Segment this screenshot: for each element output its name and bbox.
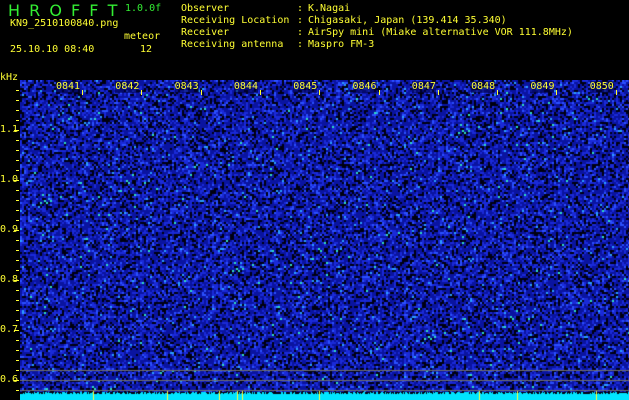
x-tick-label: 0842 bbox=[115, 81, 140, 93]
x-tick bbox=[319, 90, 321, 95]
x-tick-label: 0847 bbox=[411, 81, 436, 93]
version: 1.0.0f bbox=[125, 3, 162, 14]
x-tick-label: 0846 bbox=[352, 81, 377, 93]
spectrogram bbox=[20, 80, 629, 400]
y-minor-tick bbox=[16, 100, 19, 101]
x-tick bbox=[556, 90, 558, 95]
y-tick-label: 1.1 bbox=[0, 124, 19, 135]
y-tick-label: 0.7 bbox=[0, 324, 19, 335]
x-tick bbox=[141, 90, 143, 95]
info-value: Maspro FM-3 bbox=[308, 39, 375, 50]
x-tick-label: 0844 bbox=[233, 81, 258, 93]
x-tick bbox=[378, 90, 380, 95]
x-tick bbox=[437, 90, 439, 95]
y-minor-tick bbox=[16, 90, 19, 91]
y-minor-tick bbox=[16, 300, 19, 301]
y-minor-tick bbox=[16, 160, 19, 161]
info-sep: : bbox=[297, 39, 304, 50]
y-tick bbox=[14, 280, 19, 281]
y-minor-tick bbox=[16, 110, 19, 111]
y-tick bbox=[14, 380, 19, 381]
x-tick-label: 0841 bbox=[56, 81, 81, 93]
x-tick bbox=[259, 90, 261, 95]
y-minor-tick bbox=[16, 370, 19, 371]
x-tick bbox=[497, 90, 499, 95]
x-tick-label: 0848 bbox=[471, 81, 496, 93]
y-tick-label: 0.8 bbox=[0, 274, 19, 285]
count-value: 12 bbox=[140, 44, 153, 55]
y-tick bbox=[14, 130, 19, 131]
y-minor-tick bbox=[16, 350, 19, 351]
y-tick bbox=[14, 330, 19, 331]
y-minor-tick bbox=[16, 390, 19, 391]
x-tick-label: 0849 bbox=[530, 81, 555, 93]
x-tick bbox=[615, 90, 617, 95]
y-minor-tick bbox=[16, 190, 19, 191]
y-unit: kHz bbox=[0, 72, 19, 83]
y-minor-tick bbox=[16, 320, 19, 321]
info-label: Observer bbox=[181, 3, 230, 14]
y-minor-tick bbox=[16, 120, 19, 121]
info-sep: : bbox=[297, 27, 304, 38]
filename: KN9_2510100840.png bbox=[10, 18, 119, 29]
x-tick bbox=[82, 90, 83, 95]
count-label: meteor bbox=[124, 31, 161, 42]
info-value: Chigasaki, Japan (139.414 35.340) bbox=[308, 15, 507, 26]
y-minor-tick bbox=[16, 210, 19, 211]
app-logo: H R O F F T bbox=[8, 1, 120, 20]
x-tick-label: 0845 bbox=[293, 81, 318, 93]
y-minor-tick bbox=[16, 340, 19, 341]
y-minor-tick bbox=[16, 150, 19, 151]
info-label: Receiver bbox=[181, 27, 230, 38]
info-label: Receiving antenna bbox=[181, 39, 284, 50]
y-minor-tick bbox=[16, 360, 19, 361]
y-tick-label: 0.6 bbox=[0, 374, 19, 385]
info-label: Receiving Location bbox=[181, 15, 290, 26]
x-tick-label: 0843 bbox=[174, 81, 199, 93]
y-minor-tick bbox=[16, 250, 19, 251]
y-minor-tick bbox=[16, 310, 19, 311]
info-value: K.Nagai bbox=[308, 3, 351, 14]
info-value: AirSpy mini (Miake alternative VOR 111.8… bbox=[308, 27, 573, 38]
y-minor-tick bbox=[16, 260, 19, 261]
y-tick bbox=[14, 180, 19, 181]
y-tick bbox=[14, 230, 19, 231]
y-minor-tick bbox=[16, 270, 19, 271]
y-tick-label: 1.0 bbox=[0, 174, 19, 185]
x-tick bbox=[200, 90, 202, 95]
datetime: 25.10.10 08:40 bbox=[10, 44, 95, 55]
y-minor-tick bbox=[16, 240, 19, 241]
y-minor-tick bbox=[16, 290, 19, 291]
y-minor-tick bbox=[16, 220, 19, 221]
y-minor-tick bbox=[16, 140, 19, 141]
y-minor-tick bbox=[16, 170, 19, 171]
info-sep: : bbox=[297, 3, 304, 14]
x-tick-label: 0850 bbox=[589, 81, 614, 93]
info-sep: : bbox=[297, 15, 304, 26]
y-minor-tick bbox=[16, 200, 19, 201]
y-tick-label: 0.9 bbox=[0, 224, 19, 235]
